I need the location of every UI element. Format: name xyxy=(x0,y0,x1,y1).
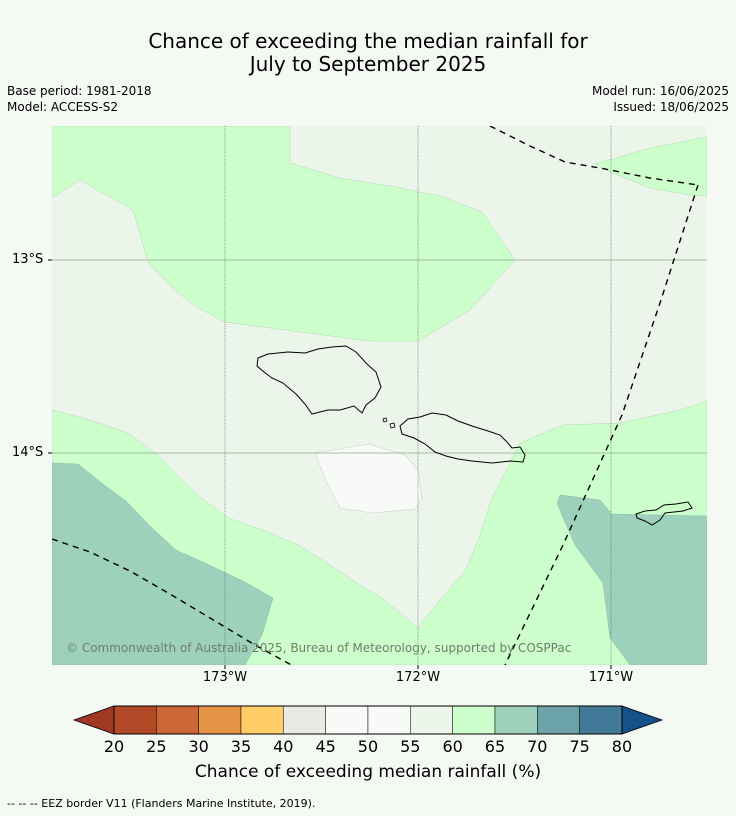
copyright-text: © Commonwealth of Australia 2025, Bureau… xyxy=(66,641,572,655)
colorbar-tick-labels: 20 25 30 35 40 45 50 55 60 65 70 75 80 xyxy=(0,737,736,757)
issued-text: Issued: 18/06/2025 xyxy=(613,100,729,114)
colorbar-tick-label: 35 xyxy=(230,737,252,756)
colorbar-tick-label: 20 xyxy=(103,737,125,756)
model-text: Model: ACCESS-S2 xyxy=(7,100,119,114)
colorbar-swatch xyxy=(283,705,326,735)
contour-60-65-north xyxy=(52,126,516,342)
map-title: Chance of exceeding the median rainfall … xyxy=(0,30,736,76)
lon-label-173w: 173°W xyxy=(202,670,248,685)
colorbar-tick-label: 60 xyxy=(442,737,463,756)
axis-ticks xyxy=(48,259,612,669)
contour-60-65-northeast xyxy=(594,136,707,197)
contour-65-70-southeast xyxy=(556,494,707,665)
colorbar-extend-high xyxy=(621,705,664,735)
colorbar-tick-label: 50 xyxy=(357,737,379,756)
contour-45-50-center xyxy=(314,443,423,514)
colorbar-tick-label: 25 xyxy=(146,737,167,756)
colorbar-extend-low xyxy=(72,705,115,735)
eez-border-north xyxy=(489,126,699,186)
colorbar-swatch xyxy=(198,705,242,735)
graticule xyxy=(52,126,707,665)
lat-label-14s: 14°S xyxy=(12,445,44,460)
colorbar-swatch xyxy=(367,705,411,735)
map-area xyxy=(52,126,707,665)
colorbar-tick-label: 65 xyxy=(484,737,506,756)
colorbar-tick-label: 70 xyxy=(527,737,548,756)
lat-label-13s: 13°S xyxy=(12,252,44,267)
colorbar-swatch xyxy=(410,705,453,735)
colorbar-tick-label: 45 xyxy=(315,737,336,756)
upolu-island xyxy=(399,412,526,464)
colorbar-swatch xyxy=(113,705,157,735)
colorbar-tick-label: 75 xyxy=(569,737,590,756)
colorbar-swatch xyxy=(537,705,580,735)
colorbar-tick-label: 40 xyxy=(273,737,294,756)
manono-islet xyxy=(382,417,388,423)
meta-left: Base period: 1981-2018 Model: ACCESS-S2 xyxy=(7,83,152,115)
contour-65-70-southwest xyxy=(52,462,274,665)
title-line-1: Chance of exceeding the median rainfall … xyxy=(148,29,588,53)
eez-border-east xyxy=(504,184,699,665)
lon-label-171w: 171°W xyxy=(588,670,634,685)
tutuila-island xyxy=(635,501,693,526)
meta-right: Model run: 16/06/2025 Issued: 18/06/2025 xyxy=(592,83,729,115)
colorbar-tick-label: 80 xyxy=(611,737,633,756)
model-run-text: Model run: 16/06/2025 xyxy=(591,84,729,98)
lon-label-172w: 172°W xyxy=(395,670,441,685)
colorbar-label: Chance of exceeding median rainfall (%) xyxy=(194,762,542,782)
title-line-2: July to September 2025 xyxy=(249,52,487,76)
apolima-islet xyxy=(389,422,396,429)
eez-border-southwest xyxy=(52,538,293,665)
colorbar-swatch xyxy=(494,705,538,735)
colorbar-swatch xyxy=(240,705,284,735)
savaii-island xyxy=(256,345,382,415)
colorbar xyxy=(72,705,664,735)
colorbar-swatch xyxy=(325,705,369,735)
eez-legend-text: -- -- -- EEZ border V11 (Flanders Marine… xyxy=(7,797,316,810)
colorbar-outline xyxy=(113,705,623,735)
base-period-text: Base period: 1981-2018 xyxy=(7,84,152,98)
colorbar-swatch xyxy=(452,705,496,735)
colorbar-swatch xyxy=(156,705,199,735)
colorbar-tick-label: 30 xyxy=(188,737,209,756)
colorbar-tick-label: 55 xyxy=(400,737,421,756)
colorbar-swatch xyxy=(579,705,623,735)
